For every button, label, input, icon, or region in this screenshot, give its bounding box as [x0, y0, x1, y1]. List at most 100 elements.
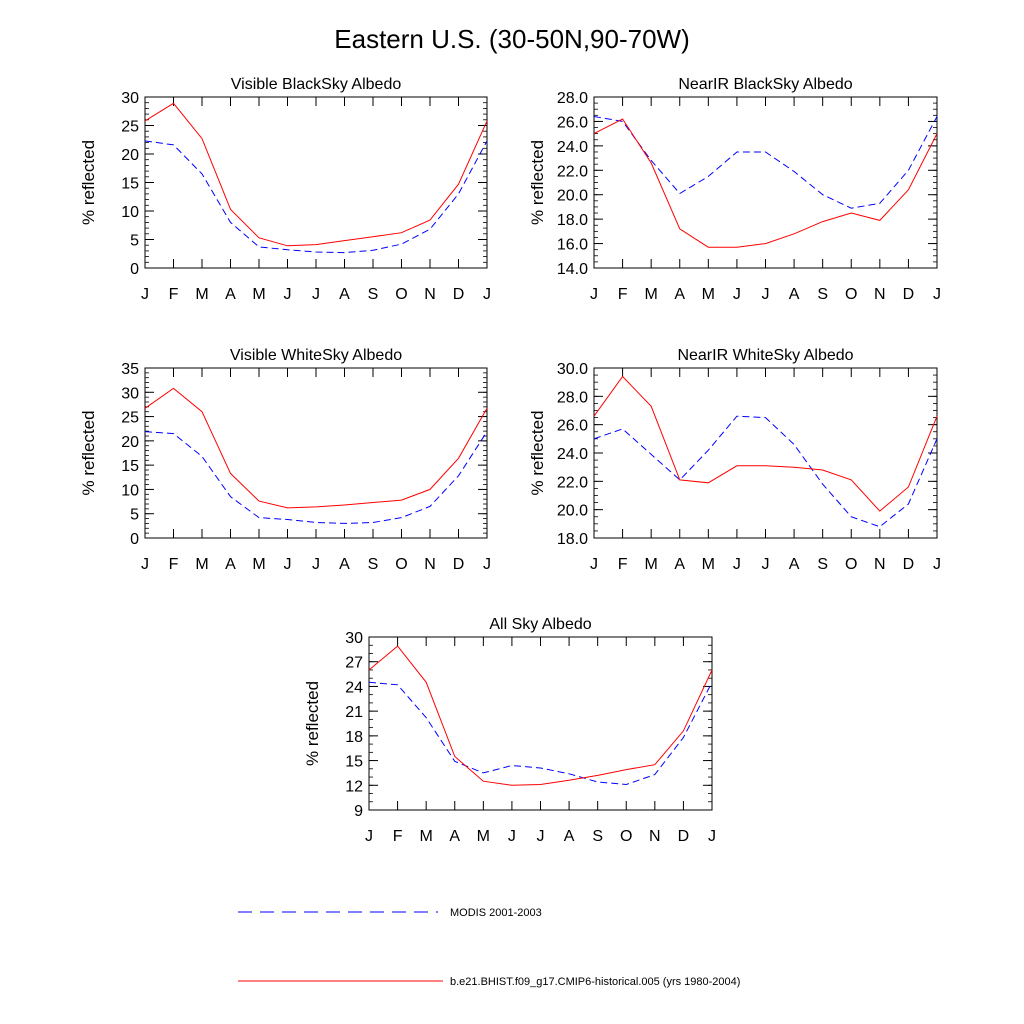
y-tick-label: 18	[345, 729, 363, 746]
x-tick-label: D	[453, 286, 465, 303]
x-tick-label: J	[733, 286, 741, 303]
x-tick-label: O	[620, 828, 632, 845]
y-tick-label: 5	[130, 507, 139, 524]
x-tick-label: O	[845, 556, 857, 573]
y-tick-label: 12	[345, 778, 363, 795]
x-tick-label: J	[141, 286, 149, 303]
x-tick-label: J	[312, 556, 320, 573]
y-tick-label: 14.0	[557, 261, 588, 278]
x-tick-label: J	[483, 286, 491, 303]
series-line-modis	[368, 681, 713, 786]
y-tick-label: 20	[121, 434, 139, 451]
x-tick-label: A	[674, 556, 685, 573]
x-tick-label: O	[395, 286, 407, 303]
y-tick-label: 18.0	[557, 531, 588, 548]
x-tick-label: A	[225, 556, 236, 573]
y-tick-label: 20.0	[557, 188, 588, 205]
x-tick-label: N	[424, 556, 436, 573]
panel-title: All Sky Albedo	[489, 616, 591, 633]
x-tick-label: A	[339, 556, 350, 573]
legend: MODIS 2001-2003 b.e21.BHIST.f09_g17.CMIP…	[238, 907, 740, 988]
x-tick-label: M	[420, 828, 433, 845]
y-tick-label: 30	[121, 90, 139, 107]
x-tick-label: M	[645, 286, 658, 303]
x-tick-label: J	[284, 286, 292, 303]
panel-title: Visible WhiteSky Albedo	[230, 347, 402, 364]
x-tick-label: N	[874, 556, 886, 573]
legend-model-label: b.e21.BHIST.f09_g17.CMIP6-historical.005…	[450, 976, 740, 988]
x-tick-label: J	[483, 556, 491, 573]
chart-panel-4: NearIR WhiteSky Albedo 18.0 20.0 22.0 24.0 26…	[528, 347, 941, 573]
x-tick-label: F	[393, 828, 403, 845]
x-tick-label: J	[141, 556, 149, 573]
chart-panel-2: NearIR BlackSky Albedo 14.0 16.0 18.0 20.0 22…	[528, 76, 941, 303]
x-tick-label: J	[312, 286, 320, 303]
y-tick-label: 20	[121, 147, 139, 164]
x-tick-label: M	[195, 286, 208, 303]
y-tick-label: 0	[130, 261, 139, 278]
y-tick-label: 24	[345, 679, 363, 696]
series-line-model	[593, 375, 938, 512]
x-tick-label: J	[537, 828, 545, 845]
x-tick-label: O	[395, 556, 407, 573]
plot-frame	[593, 367, 938, 539]
y-tick-label: 30.0	[557, 361, 588, 378]
plot-frame	[593, 96, 938, 269]
x-tick-label: D	[903, 556, 915, 573]
x-tick-label: J	[284, 556, 292, 573]
y-tick-label: 25	[121, 410, 139, 427]
x-tick-label: D	[453, 556, 465, 573]
x-tick-label: A	[449, 828, 460, 845]
series-line-model	[144, 102, 488, 247]
x-tick-label: F	[169, 286, 179, 303]
series-line-modis	[593, 116, 938, 209]
y-tick-label: 5	[130, 233, 139, 250]
plot-frame	[144, 367, 488, 539]
x-tick-label: D	[903, 286, 915, 303]
x-tick-label: A	[789, 286, 800, 303]
y-tick-label: 18.0	[557, 212, 588, 229]
x-tick-label: J	[708, 828, 716, 845]
y-tick-label: 35	[121, 361, 139, 378]
y-axis-label: % reflected	[79, 410, 98, 495]
y-tick-label: 10	[121, 204, 139, 221]
x-tick-label: F	[618, 556, 628, 573]
x-tick-label: J	[933, 286, 941, 303]
y-tick-label: 30	[345, 630, 363, 647]
x-tick-label: A	[674, 286, 685, 303]
series-line-model	[144, 387, 488, 509]
x-tick-label: S	[368, 286, 379, 303]
x-tick-label: S	[592, 828, 603, 845]
x-tick-label: A	[564, 828, 575, 845]
panel-title: Visible BlackSky Albedo	[231, 76, 402, 93]
x-tick-label: A	[339, 286, 350, 303]
figure-title: Eastern U.S. (30-50N,90-70W)	[334, 24, 689, 54]
y-tick-label: 26.0	[557, 114, 588, 131]
x-tick-label: M	[645, 556, 658, 573]
y-tick-label: 9	[354, 803, 363, 820]
x-tick-label: M	[252, 286, 265, 303]
series-line-model	[593, 118, 938, 248]
x-tick-label: N	[649, 828, 661, 845]
x-tick-label: M	[252, 556, 265, 573]
x-tick-label: D	[678, 828, 690, 845]
x-tick-label: J	[508, 828, 516, 845]
y-tick-label: 24.0	[557, 139, 588, 156]
y-tick-label: 15	[345, 754, 363, 771]
x-tick-label: F	[618, 286, 628, 303]
x-tick-label: F	[169, 556, 179, 573]
y-tick-label: 25	[121, 119, 139, 136]
x-tick-label: S	[817, 556, 828, 573]
series-line-modis	[144, 431, 488, 524]
y-tick-label: 28.0	[557, 389, 588, 406]
x-tick-label: N	[874, 286, 886, 303]
x-tick-label: J	[590, 556, 598, 573]
y-axis-label: % reflected	[528, 140, 547, 225]
y-tick-label: 15	[121, 458, 139, 475]
panel-title: NearIR BlackSky Albedo	[678, 76, 852, 93]
series-line-modis	[144, 140, 488, 254]
x-tick-label: N	[424, 286, 436, 303]
y-tick-label: 22.0	[557, 474, 588, 491]
